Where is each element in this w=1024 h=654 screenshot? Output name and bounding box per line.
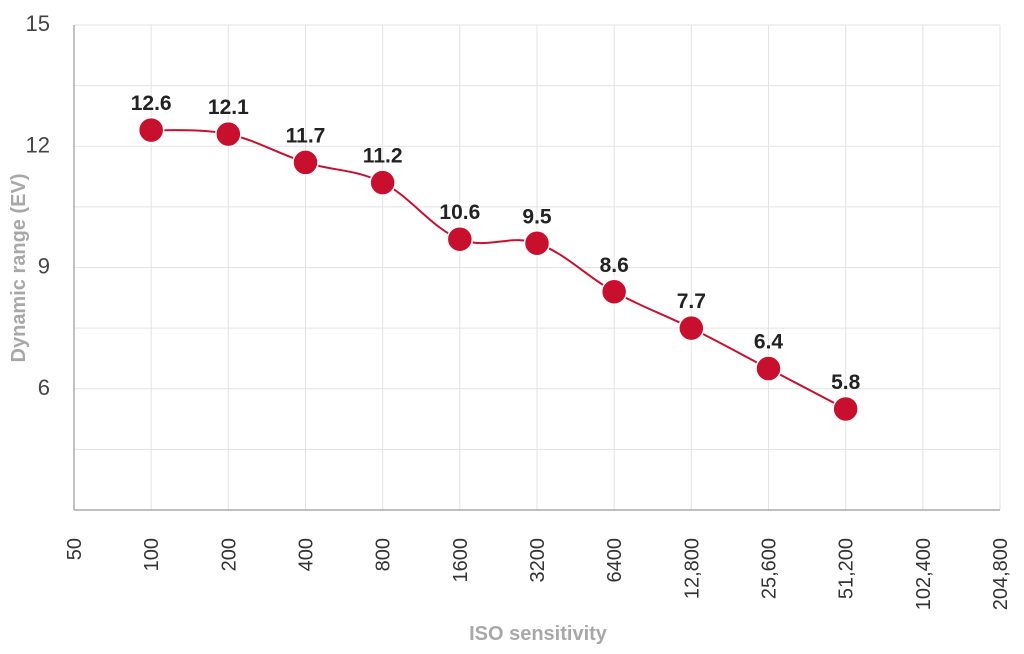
data-label: 12.6 (131, 92, 172, 115)
y-tick-labels: 6 9 12 15 (26, 11, 50, 400)
data-point (369, 169, 396, 196)
data-point (137, 116, 165, 144)
x-tick-labels: 50 100 200 400 800 1600 3200 6400 12,800 25,600 51… (64, 538, 1012, 610)
data-label: 6.4 (754, 331, 784, 354)
data-label: 7.7 (677, 290, 706, 313)
data-label: 11.7 (286, 124, 326, 147)
x-tick-label: 12,800 (681, 538, 703, 599)
data-points (137, 116, 859, 423)
series-line (151, 129, 847, 410)
data-label: 11.2 (363, 145, 403, 168)
x-tick-label: 800 (373, 538, 395, 571)
x-tick-label: 102,400 (913, 538, 935, 610)
x-tick-label: 25,600 (759, 538, 781, 599)
x-tick-label: 100 (141, 538, 163, 571)
y-tick-label: 15 (26, 11, 50, 36)
data-point (523, 230, 551, 257)
data-point (755, 355, 782, 382)
x-tick-label: 204,800 (990, 538, 1012, 610)
data-point (678, 314, 705, 342)
x-axis-title: ISO sensitivity (469, 623, 608, 645)
y-tick-label: 9 (38, 254, 50, 279)
data-label: 9.5 (522, 205, 552, 228)
y-axis-title: Dynamic range (EV) (8, 174, 30, 363)
data-point (215, 120, 242, 148)
x-tick-label: 200 (218, 538, 240, 571)
data-labels: 12.6 12.1 11.7 11.2 10.6 9.5 8.6 7.7 6.4 5.8 (131, 92, 861, 394)
axes (73, 25, 1000, 511)
y-tick-label: 12 (26, 132, 50, 157)
x-tick-label: 400 (296, 538, 318, 571)
x-tick-label: 51,200 (836, 538, 858, 599)
x-tick-label: 3200 (527, 538, 549, 583)
data-label: 5.8 (831, 371, 861, 394)
x-tick-label: 50 (64, 538, 86, 560)
data-label: 8.6 (600, 254, 629, 277)
y-tick-label: 6 (38, 375, 50, 400)
data-label: 12.1 (208, 96, 249, 119)
x-tick-label: 1600 (450, 538, 472, 583)
data-point (832, 395, 859, 423)
x-tick-label: 6400 (604, 538, 626, 583)
data-point (446, 225, 474, 253)
data-point (292, 149, 319, 176)
series-path (151, 129, 847, 410)
data-point (600, 278, 628, 305)
data-label: 10.6 (439, 201, 480, 224)
